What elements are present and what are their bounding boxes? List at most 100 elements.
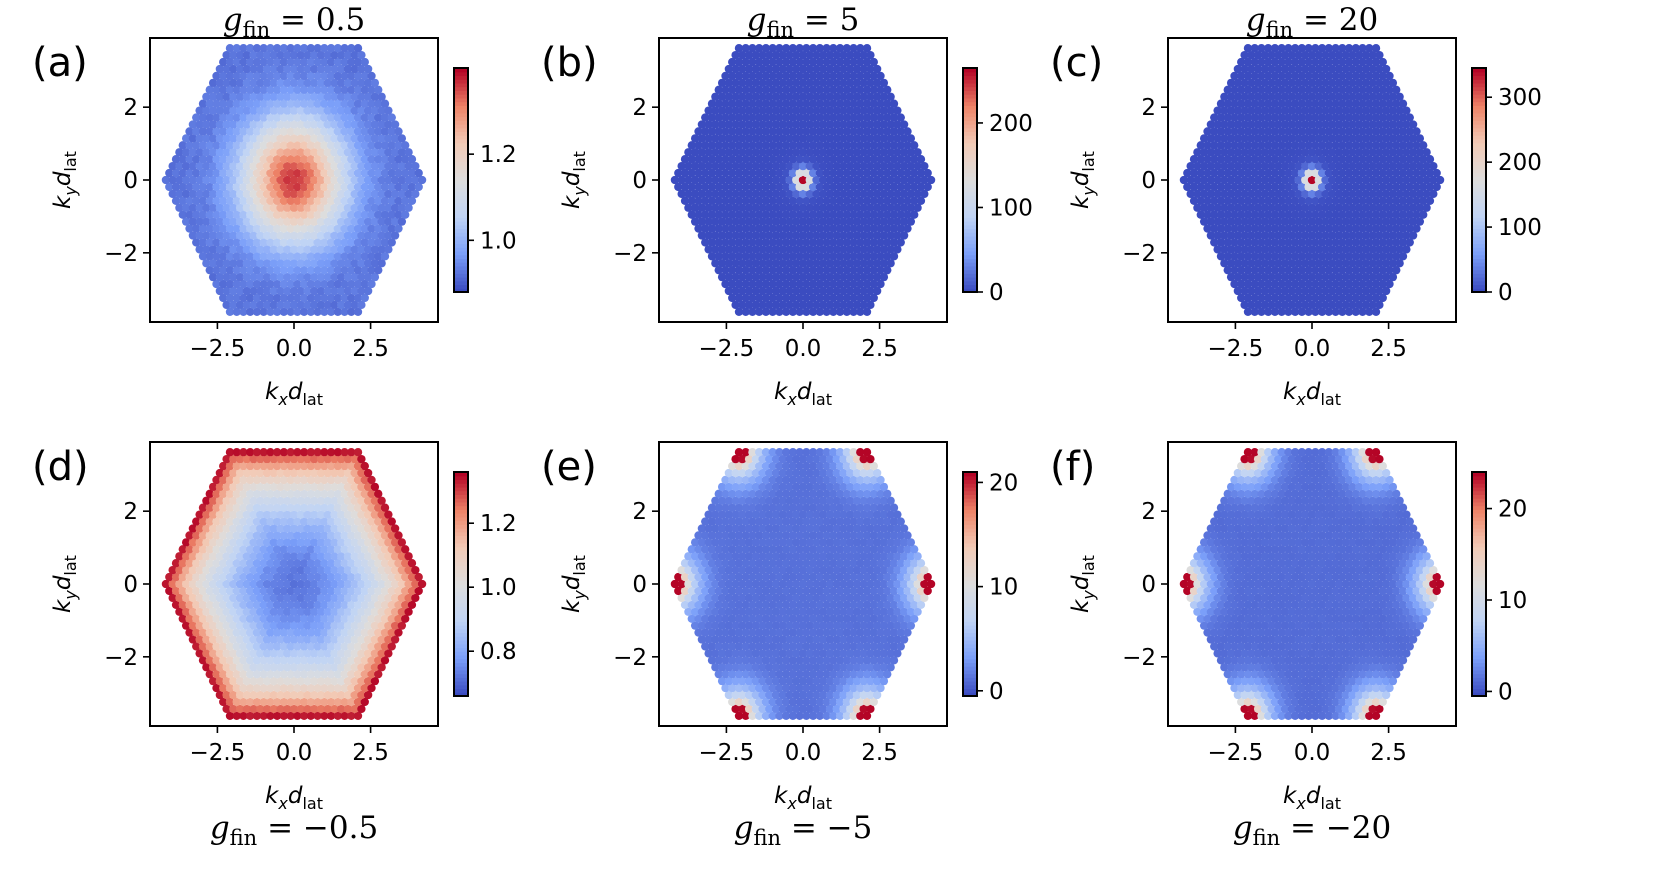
- heatmap-point: [212, 182, 221, 192]
- heatmap-point: [1334, 300, 1344, 310]
- heatmap-point: [323, 120, 332, 129]
- heatmap-point: [711, 134, 720, 143]
- heatmap-point: [724, 286, 734, 296]
- heatmap-point: [1311, 224, 1320, 233]
- heatmap-point: [296, 231, 305, 240]
- heatmap-point: [1348, 286, 1357, 296]
- colorbar-segment: [963, 269, 977, 274]
- heatmap-point: [232, 113, 241, 122]
- heatmap-point: [1338, 196, 1347, 205]
- colorbar-segment: [963, 217, 977, 222]
- heatmap-point: [815, 155, 825, 164]
- heatmap-point: [360, 113, 369, 122]
- heatmap-point: [310, 245, 319, 254]
- heatmap-point: [205, 113, 214, 122]
- heatmap-point: [229, 50, 238, 60]
- heatmap-point: [910, 210, 919, 219]
- heatmap-point: [829, 99, 838, 108]
- heatmap-point: [866, 245, 875, 254]
- heatmap-point: [1277, 196, 1286, 205]
- heatmap-point: [286, 182, 295, 192]
- heatmap-point: [279, 85, 289, 94]
- heatmap-point: [835, 182, 845, 192]
- heatmap-point: [822, 182, 831, 192]
- heatmap-point: [367, 279, 376, 289]
- heatmap-point: [866, 134, 875, 143]
- heatmap-point: [765, 120, 774, 129]
- heatmap-point: [839, 134, 848, 143]
- heatmap-point: [694, 224, 703, 233]
- colorbar-segment: [454, 68, 468, 73]
- heatmap-point: [1294, 286, 1303, 296]
- heatmap-point: [276, 217, 285, 226]
- heatmap-point: [751, 231, 760, 240]
- heatmap-point: [795, 57, 804, 67]
- heatmap-point: [363, 203, 373, 212]
- heatmap-point: [825, 286, 835, 296]
- heatmap-point: [303, 64, 312, 74]
- heatmap-point: [222, 64, 231, 74]
- heatmap-point: [363, 259, 373, 268]
- heatmap-point: [734, 279, 744, 289]
- heatmap-point: [323, 203, 332, 212]
- heatmap-point: [731, 203, 740, 212]
- heatmap-point: [751, 217, 760, 226]
- heatmap-point: [188, 148, 198, 157]
- heatmap-point: [866, 217, 875, 226]
- heatmap-point: [222, 134, 231, 143]
- heatmap-point: [1371, 293, 1381, 303]
- heatmap-point: [717, 92, 727, 101]
- heatmap-point: [1220, 203, 1229, 212]
- heatmap-point: [1355, 245, 1364, 254]
- colorbar-segment: [454, 224, 468, 230]
- heatmap-point: [734, 252, 744, 261]
- heatmap-point: [1294, 272, 1303, 282]
- heatmap-point: [859, 175, 868, 185]
- heatmap-point: [862, 155, 872, 164]
- heatmap-point: [748, 238, 757, 247]
- heatmap-point: [822, 196, 831, 205]
- heatmap-point: [862, 44, 872, 53]
- heatmap-point: [225, 279, 235, 289]
- heatmap-point: [866, 106, 875, 115]
- heatmap-point: [296, 134, 305, 143]
- heatmap-point: [235, 231, 245, 240]
- heatmap-point: [802, 99, 811, 108]
- heatmap-point: [778, 245, 787, 254]
- heatmap-point: [839, 120, 848, 129]
- heatmap-point: [246, 293, 255, 303]
- colorbar-segment: [963, 94, 977, 99]
- heatmap-point: [684, 161, 693, 171]
- heatmap-point: [242, 245, 252, 254]
- heatmap-point: [802, 168, 811, 178]
- heatmap-point: [286, 127, 295, 136]
- heatmap-point: [1260, 286, 1269, 296]
- heatmap-point: [707, 113, 717, 122]
- heatmap-point: [239, 99, 248, 108]
- heatmap-point: [276, 175, 285, 185]
- colorbar-segment: [1472, 258, 1486, 263]
- heatmap-point: [1290, 266, 1300, 275]
- heatmap-point: [377, 92, 386, 101]
- heatmap-point: [293, 266, 302, 275]
- heatmap-point: [205, 141, 214, 150]
- heatmap-point: [1405, 238, 1414, 247]
- heatmap-point: [758, 92, 767, 101]
- heatmap-point: [852, 175, 862, 185]
- heatmap-point: [1398, 210, 1408, 219]
- heatmap-point: [792, 134, 801, 143]
- heatmap-point: [394, 127, 403, 136]
- heatmap-point: [738, 217, 747, 226]
- heatmap-point: [1297, 252, 1307, 261]
- heatmap-point: [829, 57, 838, 67]
- colorbar-segment: [454, 153, 468, 159]
- heatmap-point: [852, 148, 862, 157]
- heatmap-point: [852, 50, 862, 60]
- heatmap-point: [812, 64, 821, 74]
- colorbar-segment: [963, 232, 977, 237]
- heatmap-point: [1284, 279, 1293, 289]
- colorbar-segment: [454, 498, 468, 503]
- heatmap-point: [687, 168, 696, 178]
- colorbar-segment: [454, 613, 468, 619]
- heatmap-point: [347, 266, 356, 275]
